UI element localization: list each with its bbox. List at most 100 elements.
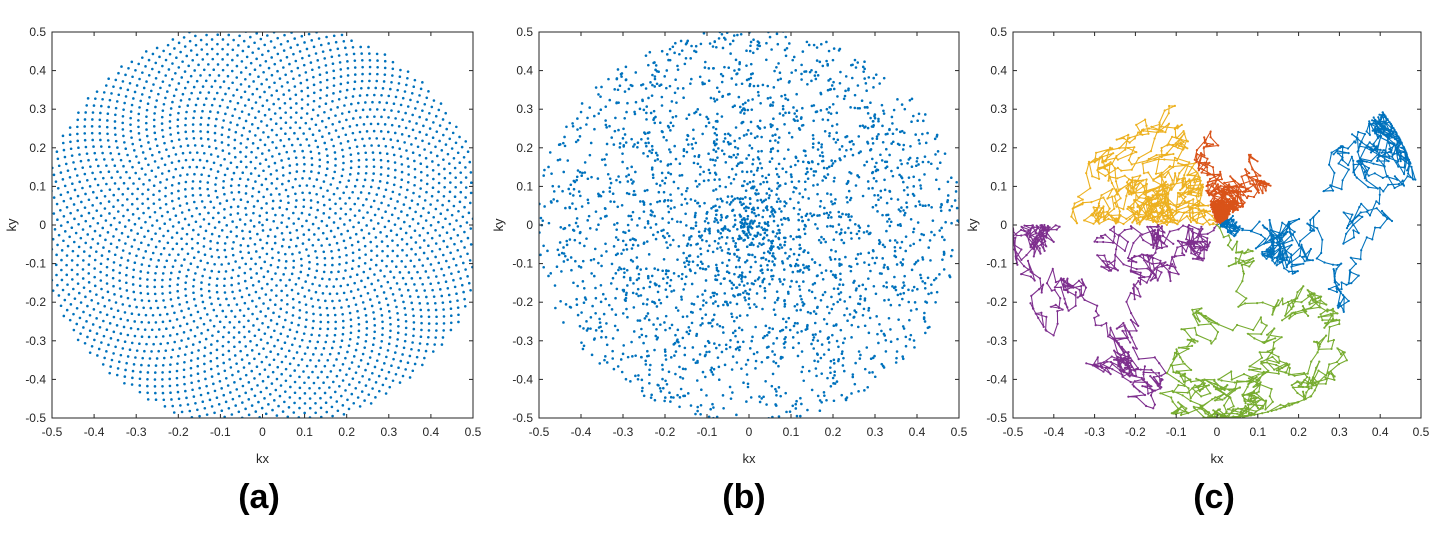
data-point: [863, 261, 866, 264]
data-point: [189, 328, 193, 332]
data-point: [103, 356, 106, 360]
data-point: [291, 252, 294, 256]
data-point: [145, 134, 149, 138]
data-point: [404, 326, 408, 330]
data-point: [901, 258, 905, 261]
data-point: [723, 225, 727, 228]
data-point: [154, 245, 158, 249]
data-point: [247, 98, 251, 101]
data-point: [560, 270, 563, 273]
data-point: [372, 165, 376, 168]
data-point: [112, 315, 116, 319]
data-point: [357, 329, 361, 333]
data-point: [130, 245, 134, 248]
data-point: [193, 172, 196, 176]
data-point: [279, 59, 283, 62]
data-point: [743, 296, 747, 299]
data-point: [760, 135, 763, 139]
data-point: [775, 65, 778, 69]
data-point: [133, 90, 137, 94]
data-point: [237, 320, 241, 324]
data-point: [922, 316, 926, 319]
data-point: [379, 307, 383, 311]
data-point: [656, 158, 660, 161]
data-point: [774, 235, 777, 238]
data-point: [910, 165, 914, 168]
data-point: [730, 312, 733, 316]
data-point: [344, 269, 347, 272]
data-point: [384, 144, 388, 148]
data-point: [308, 386, 311, 390]
data-point: [196, 372, 200, 376]
data-point: [437, 261, 441, 265]
data-point: [60, 278, 64, 282]
data-point: [200, 173, 203, 176]
data-point: [306, 346, 310, 349]
data-point: [376, 279, 380, 282]
data-point: [168, 284, 172, 288]
data-point: [132, 290, 136, 294]
data-point: [449, 237, 453, 240]
data-point: [460, 239, 463, 243]
data-point: [276, 36, 279, 40]
data-point: [810, 258, 814, 261]
data-point: [437, 190, 440, 194]
data-point: [251, 312, 254, 316]
data-point: [418, 94, 421, 97]
data-point: [730, 315, 734, 319]
data-point: [340, 232, 343, 236]
data-point: [305, 27, 308, 30]
data-point: [691, 147, 694, 150]
data-point: [441, 336, 445, 339]
data-point: [800, 215, 804, 219]
data-point: [779, 243, 782, 247]
data-point: [830, 84, 834, 87]
data-point: [392, 276, 396, 279]
data-point: [290, 143, 294, 147]
data-point: [699, 247, 702, 250]
data-point: [719, 231, 723, 235]
data-point: [437, 163, 440, 167]
data-point: [902, 209, 905, 212]
data-point: [388, 336, 392, 339]
data-point: [185, 54, 189, 58]
data-point: [174, 214, 178, 217]
data-point: [616, 365, 620, 368]
data-point: [450, 147, 454, 150]
data-point: [262, 422, 265, 425]
data-point: [559, 225, 563, 229]
data-point: [769, 150, 773, 154]
data-point: [816, 227, 819, 230]
data-point: [362, 123, 366, 126]
data-point: [227, 135, 230, 139]
data-point: [861, 194, 865, 198]
data-point: [843, 313, 846, 317]
data-point: [622, 127, 625, 131]
data-point: [832, 358, 836, 362]
data-point: [171, 62, 174, 65]
data-point: [571, 122, 574, 125]
data-point: [879, 153, 882, 157]
data-point: [391, 60, 395, 64]
data-point: [294, 192, 297, 196]
data-point: [326, 358, 330, 362]
data-point: [342, 239, 346, 243]
data-point: [907, 300, 911, 304]
data-point: [719, 282, 723, 285]
data-point: [65, 263, 68, 267]
data-point: [435, 130, 439, 133]
data-point: [693, 271, 697, 275]
data-point: [580, 341, 583, 344]
data-point: [736, 153, 740, 156]
data-point: [647, 96, 650, 100]
data-point: [747, 302, 750, 306]
data-point: [337, 248, 341, 252]
data-point: [59, 304, 63, 308]
data-point: [818, 154, 822, 157]
data-point: [457, 270, 460, 274]
data-point: [742, 112, 746, 115]
data-point: [256, 199, 260, 203]
data-point: [175, 242, 179, 245]
data-point: [223, 248, 227, 252]
data-point: [210, 232, 214, 236]
